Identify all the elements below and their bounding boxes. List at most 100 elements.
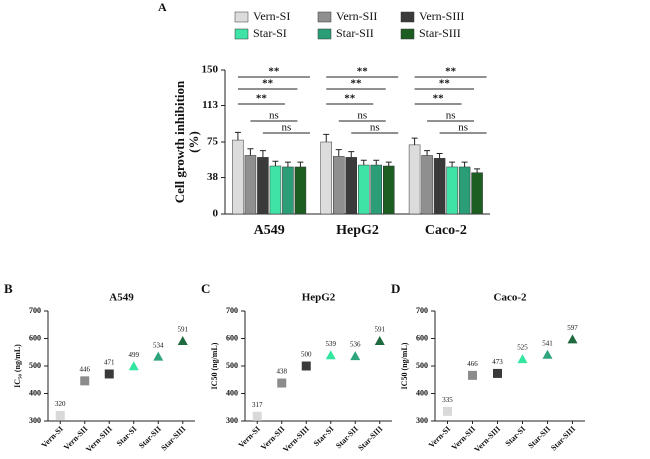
y-tick-label: 400: [416, 388, 428, 397]
value-label: 320: [55, 400, 66, 408]
y-tick-label: 300: [226, 416, 238, 425]
x-tick-label: Star-SIII: [549, 424, 577, 452]
error-bar: [284, 161, 291, 167]
chart-title: Caco-2: [494, 292, 527, 304]
error-bar: [474, 168, 481, 173]
significance-label: **: [344, 93, 356, 105]
error-bar: [373, 159, 380, 166]
y-tick-label: 400: [226, 388, 238, 397]
value-label: 541: [542, 339, 553, 347]
point: [468, 370, 477, 380]
significance-label: ns: [269, 110, 279, 122]
value-label: 591: [178, 326, 189, 334]
error-bar: [247, 148, 254, 156]
x-tick-label: Star-SIII: [159, 424, 187, 452]
point: [301, 361, 311, 371]
point: [104, 369, 114, 379]
bar: [358, 164, 370, 215]
y-tick-label: 300: [29, 416, 41, 425]
value-label: 335: [442, 396, 453, 404]
panel-letter: B: [4, 281, 13, 296]
x-tick-label: A549: [254, 223, 285, 238]
bar: [383, 165, 395, 215]
y-axis-label: Cell growth inhibition: [172, 80, 187, 203]
y-tick-label: 500: [226, 361, 238, 370]
value-label: 466: [467, 360, 478, 368]
point: [252, 411, 262, 421]
bar: [257, 157, 269, 215]
value-label: 471: [104, 359, 115, 367]
y-tick-label: 0: [213, 208, 219, 220]
value-label: 536: [350, 341, 361, 349]
point: [493, 368, 502, 378]
bar: [408, 144, 421, 215]
legend-label: Star-SIII: [419, 26, 461, 40]
bar: [421, 155, 433, 215]
legend-swatch: [317, 28, 332, 40]
chart-title: HepG2: [302, 292, 336, 304]
x-tick-label: Vern-SIII: [84, 424, 114, 454]
y-tick-label: 500: [416, 361, 428, 370]
y-tick-label: 700: [226, 306, 238, 315]
error-bar: [234, 131, 241, 141]
y-tick-label: 600: [29, 333, 41, 342]
legend-label: Star-SII: [336, 26, 374, 40]
value-label: 597: [567, 324, 578, 332]
value-label: 446: [80, 365, 91, 373]
bar: [333, 156, 345, 215]
y-axis-label: IC50 (ng/mL): [210, 342, 219, 389]
chart-title: A549: [109, 292, 134, 304]
value-label: 534: [153, 341, 164, 349]
bar: [345, 157, 357, 215]
value-label: 473: [492, 358, 503, 366]
significance-label: ns: [282, 122, 292, 134]
value-label: 438: [277, 368, 288, 376]
x-tick-label: Star-SIII: [356, 424, 384, 452]
error-bar: [259, 150, 266, 158]
error-bar: [436, 153, 443, 159]
point: [177, 335, 188, 345]
bar: [446, 166, 458, 215]
error-bar: [297, 161, 304, 167]
bar: [320, 141, 332, 215]
significance-label: **: [351, 78, 363, 90]
point: [277, 378, 287, 388]
error-bar: [461, 161, 468, 167]
significance-label: **: [433, 93, 445, 105]
bar: [269, 165, 282, 215]
error-bar: [323, 133, 330, 142]
x-tick-label: Vern-SIII: [472, 424, 502, 454]
bar: [458, 166, 471, 215]
point: [567, 334, 578, 344]
y-tick-label: 700: [416, 306, 428, 315]
point: [55, 411, 65, 420]
x-tick-label: Star-SI: [115, 424, 139, 448]
error-bar: [411, 137, 418, 145]
legend-swatch: [400, 28, 415, 40]
panel-letter: A: [158, 0, 167, 14]
y-tick-label: 300: [416, 416, 428, 425]
y-axis-label: IC₅₀ (ng/mL): [13, 344, 22, 388]
bar: [370, 164, 382, 215]
x-tick-label: HepG2: [336, 223, 379, 238]
significance-label: **: [256, 93, 268, 105]
value-label: 591: [375, 326, 386, 334]
bar: [471, 172, 483, 215]
y-tick-label: 38: [207, 171, 219, 183]
value-label: 525: [517, 344, 528, 352]
error-bar: [424, 150, 431, 156]
bar: [433, 158, 446, 215]
significance-label: **: [268, 66, 280, 78]
error-bar: [449, 161, 456, 167]
x-tick-label: Vern-SIII: [281, 424, 311, 454]
point: [542, 349, 553, 359]
bar: [294, 166, 307, 215]
legend-swatch: [400, 11, 415, 23]
point: [350, 351, 361, 361]
x-tick-label: Star-SI: [312, 424, 336, 448]
y-tick-label: 400: [29, 388, 41, 397]
legend-label: Vern-SIII: [419, 9, 464, 23]
error-bar: [360, 159, 367, 166]
panel-letter: D: [391, 281, 400, 296]
